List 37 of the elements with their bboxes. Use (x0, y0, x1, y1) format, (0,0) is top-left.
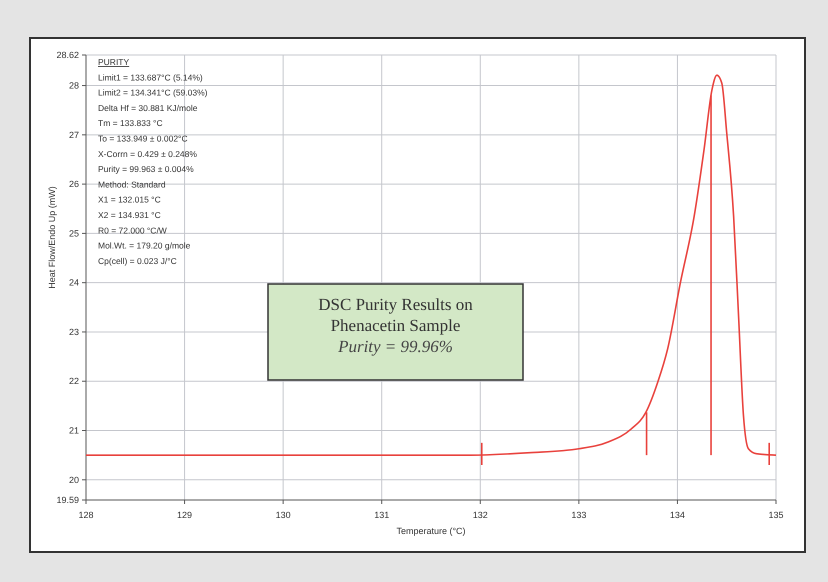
x-tick-label: 133 (571, 510, 586, 520)
y-tick-label: 28.62 (56, 50, 79, 60)
x-tick-label: 131 (374, 510, 390, 520)
annotation: X1 = 132.015 °C (98, 194, 161, 205)
y-tick-label: 26 (68, 179, 79, 190)
y-tick-label: 25 (68, 228, 79, 238)
annotation: PURITY (98, 57, 130, 67)
text: Purity = 99.96% (337, 337, 453, 356)
annotation: Method: Standard (98, 179, 166, 190)
y-tick-label: 23 (68, 326, 79, 337)
y-tick-label: 21 (68, 426, 79, 436)
y-tick-label: 27 (68, 130, 79, 140)
y-axis-title: Heat Flow/Endo Up (mW) (47, 186, 57, 289)
x-tick-label: 130 (276, 510, 291, 520)
y-tick-label: 19.59 (56, 495, 79, 505)
y-tick-label: 20 (68, 474, 79, 485)
x-tick-label: 134 (670, 510, 685, 520)
annotation: Tm = 133.833 °C (98, 118, 163, 128)
annotation: Limit2 = 134.341°C (59.03%) (98, 88, 208, 98)
x-tick-label: 129 (177, 510, 192, 520)
x-tick-label: 135 (768, 510, 784, 520)
annotation: X2 = 134.931 °C (98, 210, 161, 220)
y-tick-label: 22 (68, 376, 79, 386)
y-tick-label: 24 (68, 278, 79, 288)
annotation: Limit1 = 133.687°C (5.14%) (98, 72, 203, 82)
x-tick-label: 128 (78, 510, 94, 520)
x-tick-label: 132 (472, 510, 488, 520)
annotation: R0 = 72.000 °C/W (98, 225, 167, 236)
annotation: Mol.Wt. = 179.20 g/mole (98, 240, 191, 251)
annotation: X-Corrn = 0.429 ± 0.248% (98, 148, 198, 159)
annotation: Purity = 99.963 ± 0.004% (98, 164, 194, 174)
annotation: Cp(cell) = 0.023 J/°C (98, 256, 177, 266)
annotation: Delta Hf = 30.881 KJ/mole (98, 102, 198, 113)
text: DSC Purity Results on Phenacetin Sample (318, 295, 474, 335)
x-axis-title: Temperature (°C) (396, 526, 466, 536)
y-tick-label: 28 (68, 80, 79, 91)
annotation: To = 133.949 ± 0.002°C (98, 134, 188, 144)
